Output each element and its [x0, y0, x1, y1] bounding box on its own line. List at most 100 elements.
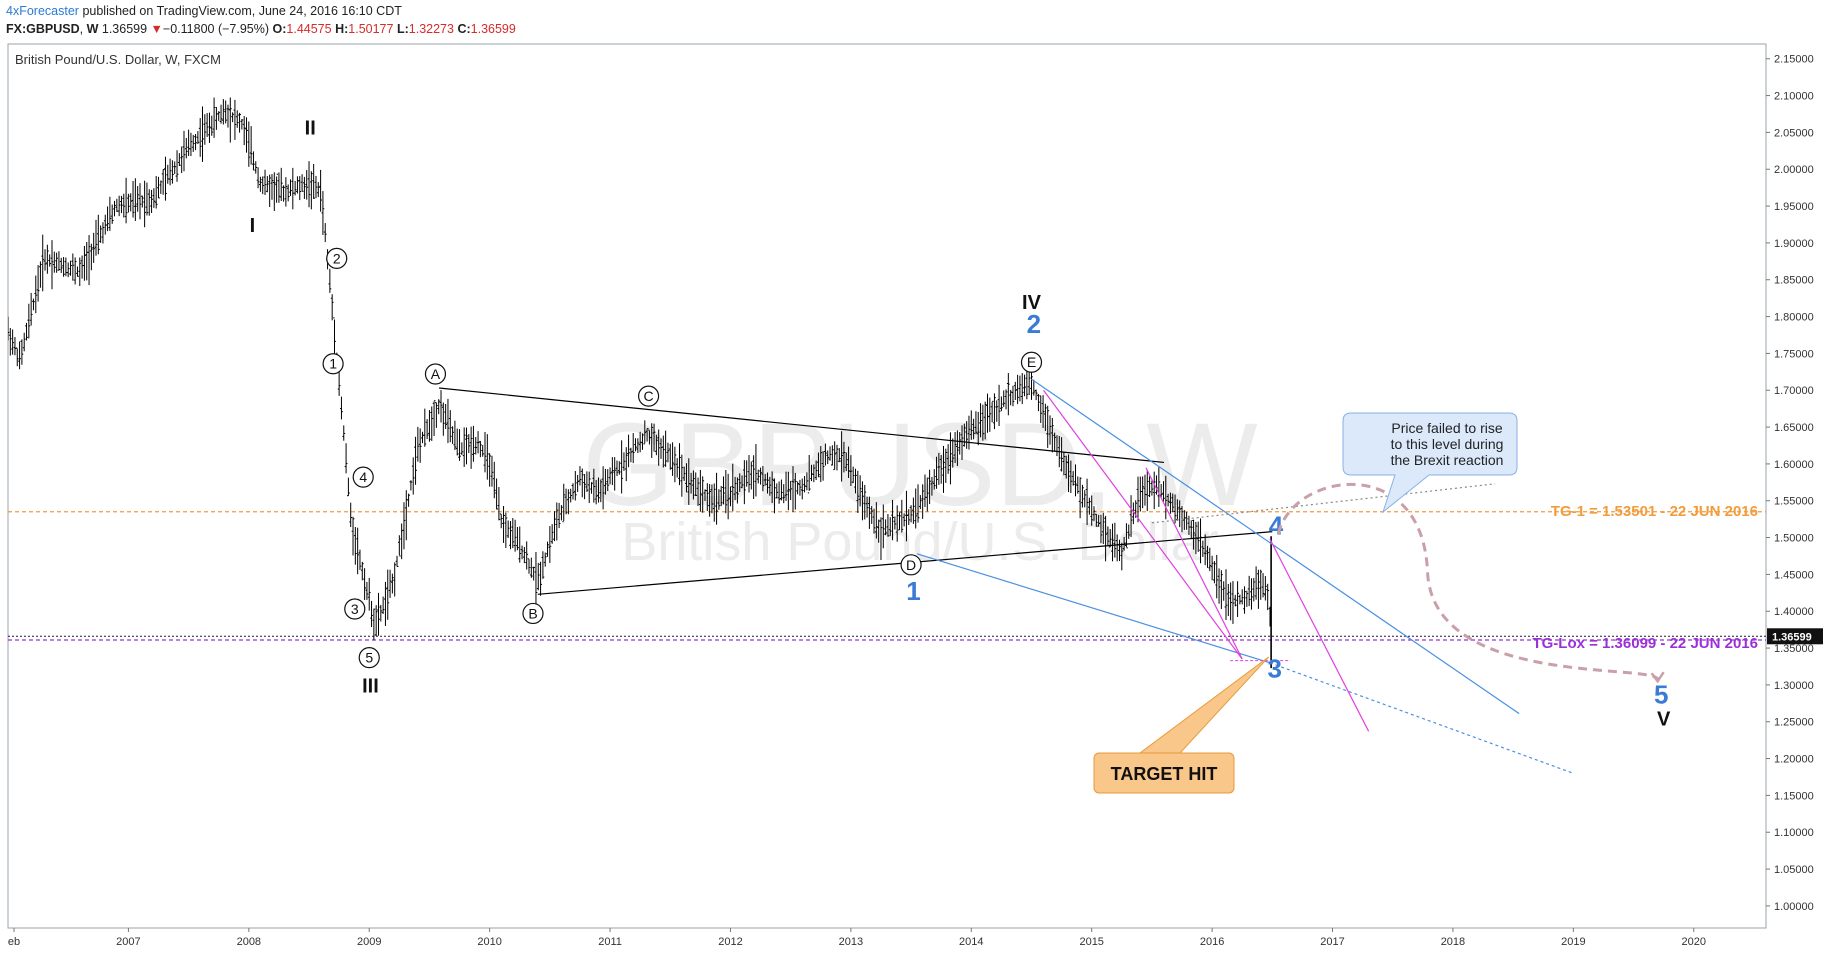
x-tick-label: 2014: [959, 936, 983, 948]
trendline-magenta: [1043, 389, 1243, 660]
low-value: 1.32273: [408, 22, 454, 36]
x-tick-label: 2012: [718, 936, 742, 948]
wave-label-minor: 1: [906, 576, 920, 606]
wave-circle: [326, 247, 348, 269]
y-tick-label: 1.30000: [1774, 680, 1814, 692]
y-tick-label: 1.40000: [1774, 606, 1814, 618]
wave-circle: [352, 466, 374, 488]
x-axis: eb 2007 2008 2009 2010 2011 2012 2013 2014 2015 20…: [8, 928, 1706, 948]
y-tick-label: 1.65000: [1774, 422, 1814, 434]
last-price-badge: [1767, 628, 1823, 645]
wave-circle: [637, 385, 660, 407]
wave-label-primary: V: [1657, 708, 1671, 730]
wave-label-minor: 5: [1654, 679, 1668, 709]
callout-text-line: the Brexit reaction: [1391, 452, 1504, 468]
y-tick-label: 1.55000: [1774, 496, 1814, 508]
callout-text-line: Price failed to rise: [1391, 420, 1502, 436]
trendline-magenta: [1145, 467, 1243, 660]
timeframe: W: [86, 22, 99, 36]
y-tick-label: 2.00000: [1774, 164, 1814, 176]
x-tick-label: 2010: [477, 936, 501, 948]
wave-label-circled: 2: [333, 250, 341, 266]
horizontal-levels: TG-1 = 1.53501 - 22 JUN 2016 TG-Lox = 1.3…: [8, 503, 1823, 652]
wave-label-circled: C: [644, 388, 654, 404]
chart-header: 4xForecaster published on TradingView.co…: [6, 2, 516, 38]
y-tick-label: 1.45000: [1774, 569, 1814, 581]
y-tick-label: 1.85000: [1774, 275, 1814, 287]
y-tick-label: 1.95000: [1774, 201, 1814, 213]
y-tick-label: 1.60000: [1774, 459, 1814, 471]
wave-label-primary: III: [362, 675, 379, 697]
wave-circle: [358, 647, 380, 669]
wave-label-circled: B: [528, 605, 537, 621]
y-tick-label: 2.10000: [1774, 91, 1814, 103]
wave-label-circled: D: [906, 557, 916, 573]
x-tick-label: 2016: [1200, 936, 1224, 948]
wave-label-circled: 5: [365, 650, 373, 666]
y-tick-label: 1.00000: [1774, 901, 1814, 913]
trendline-blue: [1031, 378, 1520, 715]
publisher-line: 4xForecaster published on TradingView.co…: [6, 2, 516, 20]
price-axis-background: [1766, 44, 1824, 928]
wave-label-minor: 3: [1267, 654, 1281, 684]
last-price-label: 1.36599: [1772, 631, 1812, 643]
high-label: H:: [335, 22, 349, 36]
y-tick-label: 1.15000: [1774, 790, 1814, 802]
high-value: 1.50177: [348, 22, 394, 36]
wave-circle: [900, 554, 922, 576]
level-label: TG-1 = 1.53501 - 22 JUN 2016: [1551, 503, 1758, 520]
wave-circle: [424, 363, 447, 385]
y-tick-label: 1.20000: [1774, 754, 1814, 766]
y-tick-label: 1.25000: [1774, 717, 1814, 729]
wave-label-primary: IV: [1022, 292, 1042, 314]
down-arrow-icon: ▼: [150, 22, 163, 36]
trendline-blue: [916, 553, 1271, 664]
x-tick-label: eb: [8, 936, 20, 948]
projection-arc: [1276, 483, 1660, 682]
callout-text-line: to this level during: [1391, 436, 1504, 452]
level-label: TG-Lox = 1.36099 - 22 JUN 2016: [1532, 635, 1758, 652]
chart-title: British Pound/U.S. Dollar, W, FXCM: [15, 52, 221, 67]
open-label: O:: [272, 22, 287, 36]
wave-label-primary: I: [250, 215, 256, 237]
y-tick-label: 1.75000: [1774, 348, 1814, 360]
x-tick-label: 2020: [1682, 936, 1706, 948]
x-tick-label: 2008: [237, 936, 261, 948]
x-tick-label: 2013: [839, 936, 863, 948]
callout-bubble: [1342, 412, 1518, 514]
x-tick-label: 2015: [1079, 936, 1103, 948]
x-tick-label: 2009: [357, 936, 381, 948]
y-tick-label: 2.15000: [1774, 54, 1814, 66]
y-tick-label: 1.70000: [1774, 385, 1814, 397]
open-value: 1.44575: [286, 22, 332, 36]
wave-label-circled: 4: [359, 469, 367, 485]
wave-label-circled: 1: [329, 356, 337, 372]
wave-circle: [1020, 351, 1043, 373]
y-tick-label: 1.50000: [1774, 533, 1814, 545]
wave-circle: [344, 598, 366, 620]
change-value: −0.11800 (−7.95%): [162, 22, 270, 36]
y-tick-label: 1.35000: [1774, 643, 1814, 655]
trendline-magenta: [1269, 538, 1370, 732]
x-tick-label: 2018: [1441, 936, 1465, 948]
wave-label-minor: 2: [1027, 309, 1041, 339]
wave-label-primary: II: [305, 118, 316, 140]
wave-label-circled: E: [1027, 354, 1036, 370]
wave-circle: [522, 602, 544, 625]
target-text: TARGET HIT: [1111, 764, 1218, 784]
y-tick-label: 1.80000: [1774, 312, 1814, 324]
symbol: FX:GBPUSD: [6, 22, 80, 36]
projection-arrowhead: [1650, 671, 1665, 684]
author-link[interactable]: 4xForecaster: [6, 4, 79, 18]
y-tick-label: 1.10000: [1774, 827, 1814, 839]
close-label: C:: [457, 22, 471, 36]
x-tick-label: 2011: [598, 936, 622, 948]
y-tick-label: 1.90000: [1774, 238, 1814, 250]
trendline-black: [439, 387, 1165, 464]
candles: [8, 97, 1272, 669]
y-tick-label: 1.05000: [1774, 864, 1814, 876]
wave-label-circled: A: [431, 366, 441, 382]
